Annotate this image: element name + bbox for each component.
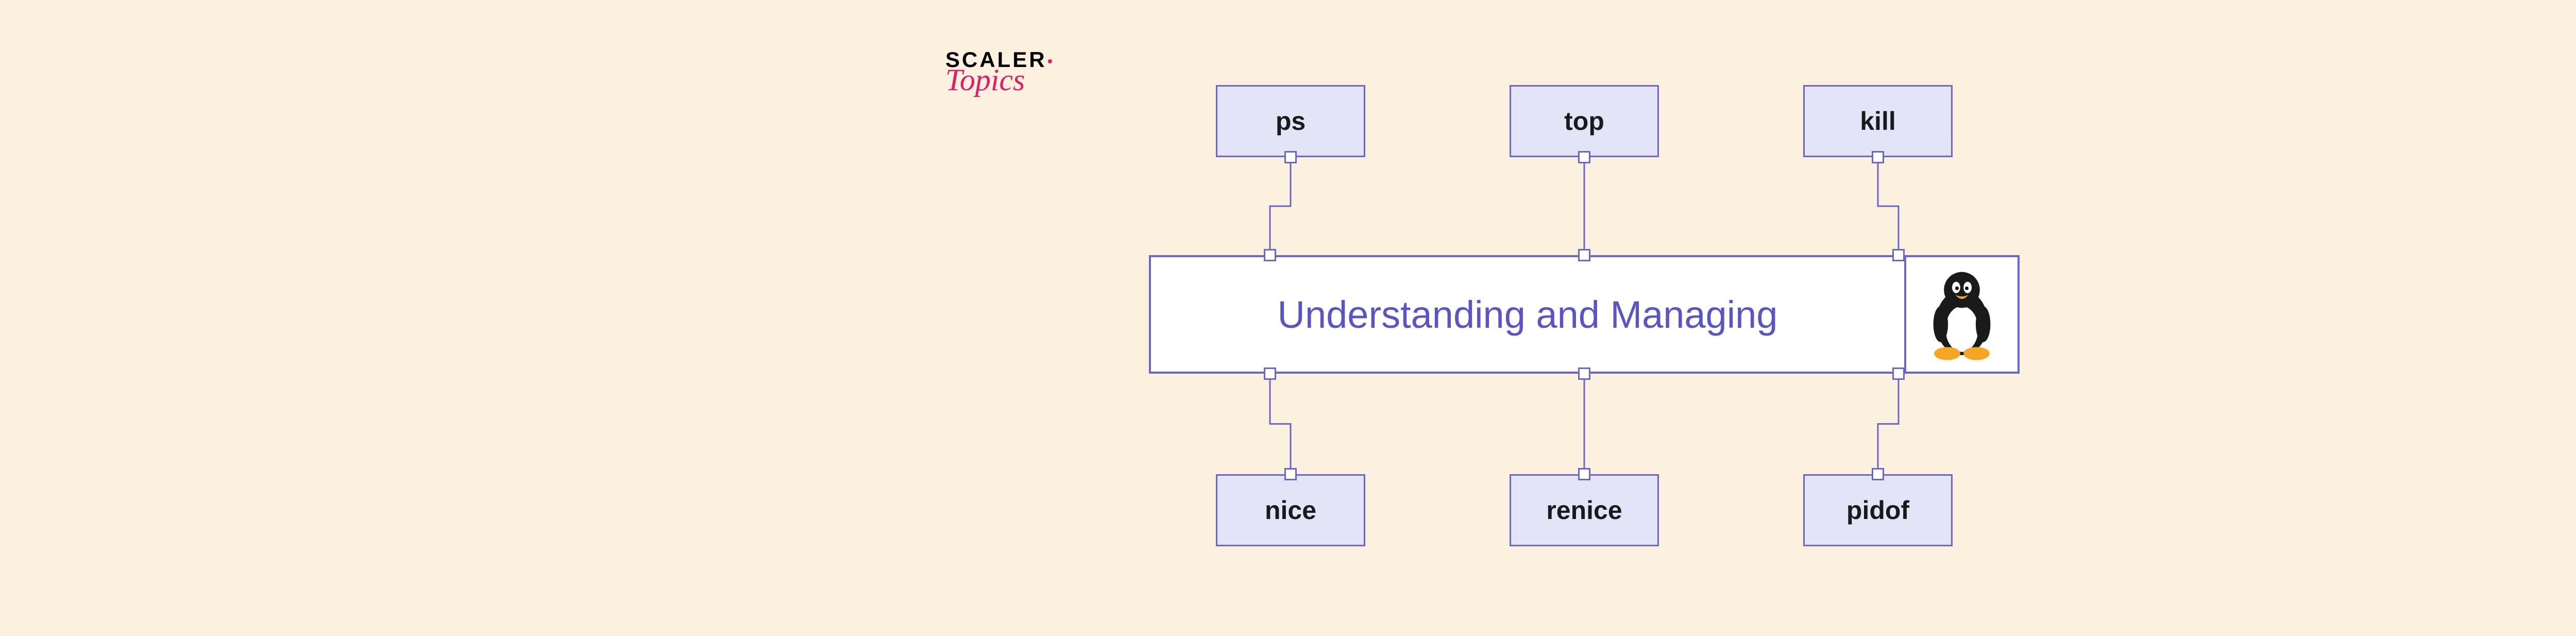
logo-dot	[1048, 59, 1052, 63]
tux-icon-cell	[1904, 257, 2018, 372]
scaler-topics-logo: SCALER Topics	[945, 49, 1052, 92]
node-kill-label: kill	[1860, 106, 1895, 136]
node-top: top	[1510, 85, 1659, 157]
node-ps: ps	[1216, 85, 1365, 157]
central-node: Understanding and Managing	[1149, 255, 2020, 374]
tux-icon	[1921, 265, 2003, 363]
node-ps-label: ps	[1276, 106, 1306, 136]
node-top-label: top	[1564, 106, 1604, 136]
node-nice: nice	[1216, 474, 1365, 546]
node-kill: kill	[1803, 85, 1953, 157]
node-pidof: pidof	[1803, 474, 1953, 546]
central-title: Understanding and Managing	[1151, 257, 1904, 372]
node-pidof-label: pidof	[1846, 495, 1909, 525]
diagram-canvas: SCALER Topics ps top kill Understanding …	[0, 0, 2576, 636]
node-nice-label: nice	[1265, 495, 1316, 525]
node-renice: renice	[1510, 474, 1659, 546]
node-renice-label: renice	[1546, 495, 1622, 525]
